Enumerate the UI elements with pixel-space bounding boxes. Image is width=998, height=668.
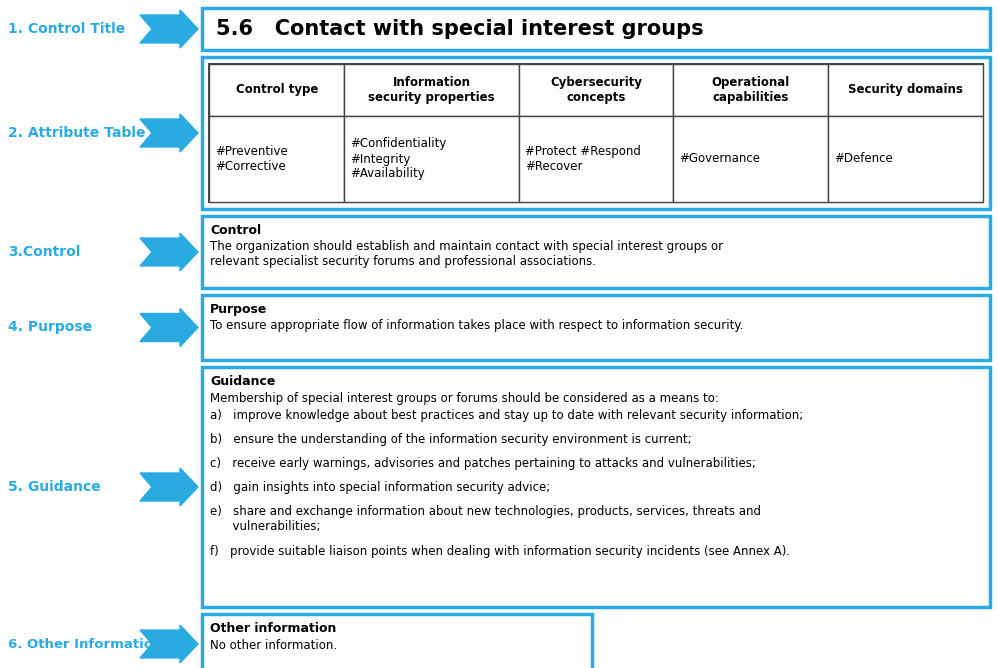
Bar xyxy=(828,116,983,202)
Polygon shape xyxy=(140,10,198,48)
Text: Information
security properties: Information security properties xyxy=(368,76,495,104)
Text: Cybersecurity
concepts: Cybersecurity concepts xyxy=(550,76,642,104)
Text: #Governance: #Governance xyxy=(680,152,760,166)
Bar xyxy=(828,64,983,116)
Bar xyxy=(674,116,828,202)
Polygon shape xyxy=(140,114,198,152)
Polygon shape xyxy=(140,233,198,271)
Text: a)   improve knowledge about best practices and stay up to date with relevant se: a) improve knowledge about best practice… xyxy=(210,409,803,422)
Polygon shape xyxy=(140,468,198,506)
Text: e)   share and exchange information about new technologies, products, services, : e) share and exchange information about … xyxy=(210,505,761,533)
Text: No other information.: No other information. xyxy=(210,639,337,652)
Bar xyxy=(344,116,519,202)
Text: d)   gain insights into special information security advice;: d) gain insights into special informatio… xyxy=(210,481,550,494)
Bar xyxy=(202,614,592,668)
Text: #Preventive
#Corrective: #Preventive #Corrective xyxy=(215,145,287,173)
Text: Purpose: Purpose xyxy=(210,303,267,316)
Text: 3.Control: 3.Control xyxy=(8,245,81,259)
Text: 1. Control Title: 1. Control Title xyxy=(8,22,126,36)
Polygon shape xyxy=(140,625,198,663)
Text: #Protect #Respond
#Recover: #Protect #Respond #Recover xyxy=(525,145,641,173)
Bar xyxy=(202,216,990,288)
Text: Control type: Control type xyxy=(236,84,318,96)
Bar xyxy=(209,64,344,116)
Bar xyxy=(519,64,674,116)
Bar xyxy=(519,116,674,202)
Text: Control: Control xyxy=(210,224,261,237)
Bar xyxy=(202,367,990,607)
Polygon shape xyxy=(140,309,198,347)
Text: The organization should establish and maintain contact with special interest gro: The organization should establish and ma… xyxy=(210,240,724,268)
Text: #Defence: #Defence xyxy=(834,152,893,166)
Text: 6. Other Information: 6. Other Information xyxy=(8,637,163,651)
Text: c)   receive early warnings, advisories and patches pertaining to attacks and vu: c) receive early warnings, advisories an… xyxy=(210,457,755,470)
Bar xyxy=(202,57,990,209)
Bar xyxy=(202,8,990,50)
Text: 2. Attribute Table: 2. Attribute Table xyxy=(8,126,146,140)
Text: Operational
capabilities: Operational capabilities xyxy=(712,76,790,104)
Text: Other information: Other information xyxy=(210,622,336,635)
Bar xyxy=(209,116,344,202)
Text: b)   ensure the understanding of the information security environment is current: b) ensure the understanding of the infor… xyxy=(210,433,692,446)
Text: 5. Guidance: 5. Guidance xyxy=(8,480,101,494)
Text: 4. Purpose: 4. Purpose xyxy=(8,321,92,335)
Text: Guidance: Guidance xyxy=(210,375,275,388)
Text: Security domains: Security domains xyxy=(848,84,963,96)
Text: f)   provide suitable liaison points when dealing with information security inci: f) provide suitable liaison points when … xyxy=(210,545,790,558)
Text: To ensure appropriate flow of information takes place with respect to informatio: To ensure appropriate flow of informatio… xyxy=(210,319,744,332)
Bar xyxy=(209,64,983,202)
Text: #Confidentiality
#Integrity
#Availability: #Confidentiality #Integrity #Availabilit… xyxy=(350,138,447,180)
Text: Membership of special interest groups or forums should be considered as a means : Membership of special interest groups or… xyxy=(210,392,719,405)
Bar xyxy=(202,295,990,360)
Bar xyxy=(344,64,519,116)
Text: 5.6   Contact with special interest groups: 5.6 Contact with special interest groups xyxy=(216,19,704,39)
Bar xyxy=(674,64,828,116)
